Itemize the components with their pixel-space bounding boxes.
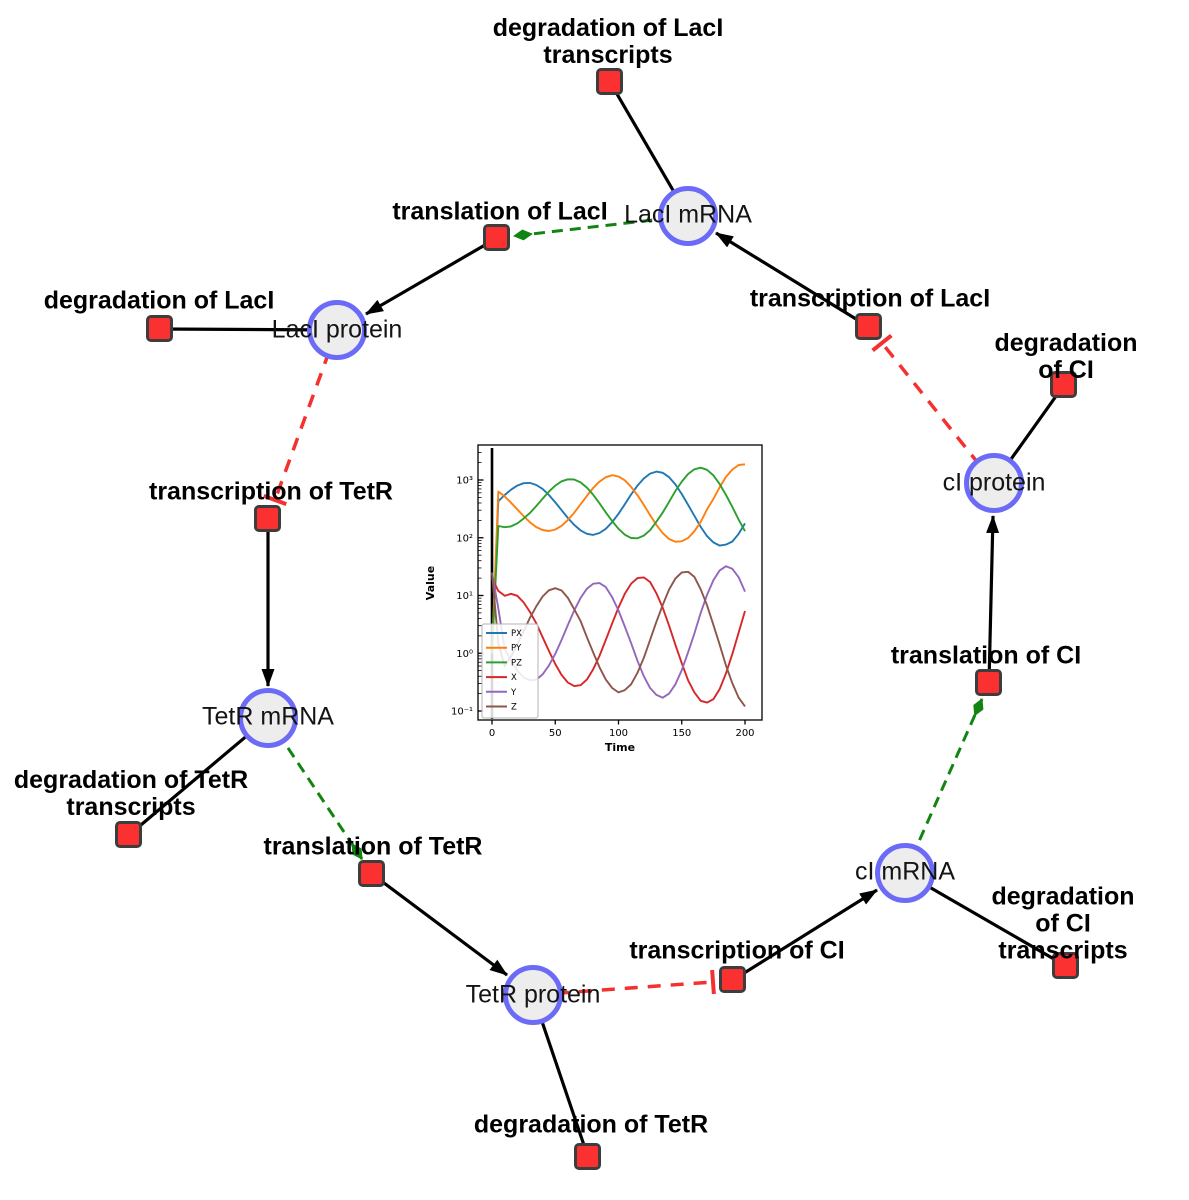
reaction-node-deg-tetr-transcripts[interactable] <box>115 821 142 848</box>
reaction-label-deg-laci-transcripts: degradation of LacI transcripts <box>492 14 724 69</box>
edge-ci-mrna-activates-translation <box>903 698 984 874</box>
svg-text:10⁻¹: 10⁻¹ <box>451 707 473 718</box>
reaction-node-transcription-laci[interactable] <box>855 313 882 340</box>
svg-text:PZ: PZ <box>511 658 522 668</box>
svg-text:Time: Time <box>605 741 635 754</box>
edge-translation-ci-to-ci-protein <box>986 515 1000 684</box>
svg-text:PX: PX <box>511 629 522 639</box>
simulation-plot: 10⁻¹ 10⁰ 10¹ 10² 10³ 0 50 100 150 200 Time Value PX P… <box>420 428 780 780</box>
reaction-node-transcription-ci[interactable] <box>719 966 746 993</box>
species-label-laci-mrna: LacI mRNA <box>624 200 752 229</box>
edge-laci-mrna-activates-translation <box>513 214 689 241</box>
species-node-laci-protein[interactable] <box>307 300 367 360</box>
reaction-node-deg-tetr[interactable] <box>574 1143 601 1170</box>
svg-text:Y: Y <box>510 688 517 698</box>
svg-text:10¹: 10¹ <box>456 591 473 602</box>
species-label-tetr-mrna: TetR mRNA <box>202 702 334 731</box>
svg-text:100: 100 <box>609 728 628 739</box>
edge-transcription-ci-to-ci-mrna <box>732 888 878 982</box>
species-node-ci-protein[interactable] <box>964 453 1024 513</box>
species-node-laci-mrna[interactable] <box>658 186 718 246</box>
reaction-label-translation-tetr: translation of TetR <box>263 832 483 861</box>
reaction-label-deg-tetr: degradation of TetR <box>473 1110 709 1139</box>
svg-text:0: 0 <box>489 728 495 739</box>
svg-text:10⁰: 10⁰ <box>456 649 473 660</box>
species-label-ci-mrna: cI mRNA <box>855 857 955 886</box>
svg-text:PY: PY <box>511 644 522 654</box>
svg-text:10³: 10³ <box>456 476 473 487</box>
reaction-label-deg-tetr-transcripts: degradation of TetR transcripts <box>13 766 249 821</box>
edge-translation-tetr-to-tetr-protein <box>371 872 508 977</box>
reaction-node-translation-ci[interactable] <box>975 669 1002 696</box>
reaction-label-transcription-ci: transcription of CI <box>629 936 845 965</box>
reaction-node-transcription-tetr[interactable] <box>254 505 281 532</box>
species-node-tetr-mrna[interactable] <box>238 688 298 748</box>
species-label-ci-protein: cI protein <box>942 468 1046 497</box>
reaction-label-deg-ci: degradation of CI <box>994 329 1138 384</box>
reaction-label-transcription-laci: transcription of LacI <box>749 284 991 313</box>
species-node-tetr-protein[interactable] <box>503 965 563 1025</box>
svg-text:X: X <box>511 673 517 683</box>
reaction-label-deg-ci-transcripts: degradation of CI transcripts <box>991 882 1135 965</box>
edge-ci-mrna-to-deg-transcripts <box>904 871 1067 968</box>
species-label-laci-protein: LacI protein <box>271 315 403 344</box>
reaction-node-deg-laci-transcripts[interactable] <box>596 68 623 95</box>
species-node-ci-mrna[interactable] <box>875 843 935 903</box>
reaction-node-deg-ci-transcripts[interactable] <box>1052 952 1079 979</box>
reaction-node-deg-laci[interactable] <box>146 315 173 342</box>
svg-text:10²: 10² <box>456 533 473 544</box>
chart-svg: 10⁻¹ 10⁰ 10¹ 10² 10³ 0 50 100 150 200 Time Value PX P… <box>424 444 763 754</box>
species-label-tetr-protein: TetR protein <box>465 980 601 1009</box>
reaction-label-translation-ci: translation of CI <box>890 641 1082 670</box>
reaction-node-translation-laci[interactable] <box>483 224 510 251</box>
svg-text:Value: Value <box>424 566 437 600</box>
svg-text:150: 150 <box>672 728 691 739</box>
svg-text:50: 50 <box>549 728 562 739</box>
edge-translation-laci-to-laci-protein <box>365 236 498 316</box>
reaction-label-translation-laci: translation of LacI <box>392 197 608 226</box>
reaction-node-deg-ci[interactable] <box>1050 371 1077 398</box>
edge-transcription-laci-to-laci-mrna <box>715 231 870 329</box>
reaction-label-deg-laci: degradation of LacI <box>43 286 275 315</box>
reaction-node-translation-tetr[interactable] <box>358 860 385 887</box>
svg-text:200: 200 <box>735 728 754 739</box>
edge-tetr-protein-inhibits-transcription-ci <box>532 969 716 997</box>
svg-text:Z: Z <box>511 703 517 713</box>
reaction-label-transcription-tetr: transcription of TetR <box>149 477 393 506</box>
